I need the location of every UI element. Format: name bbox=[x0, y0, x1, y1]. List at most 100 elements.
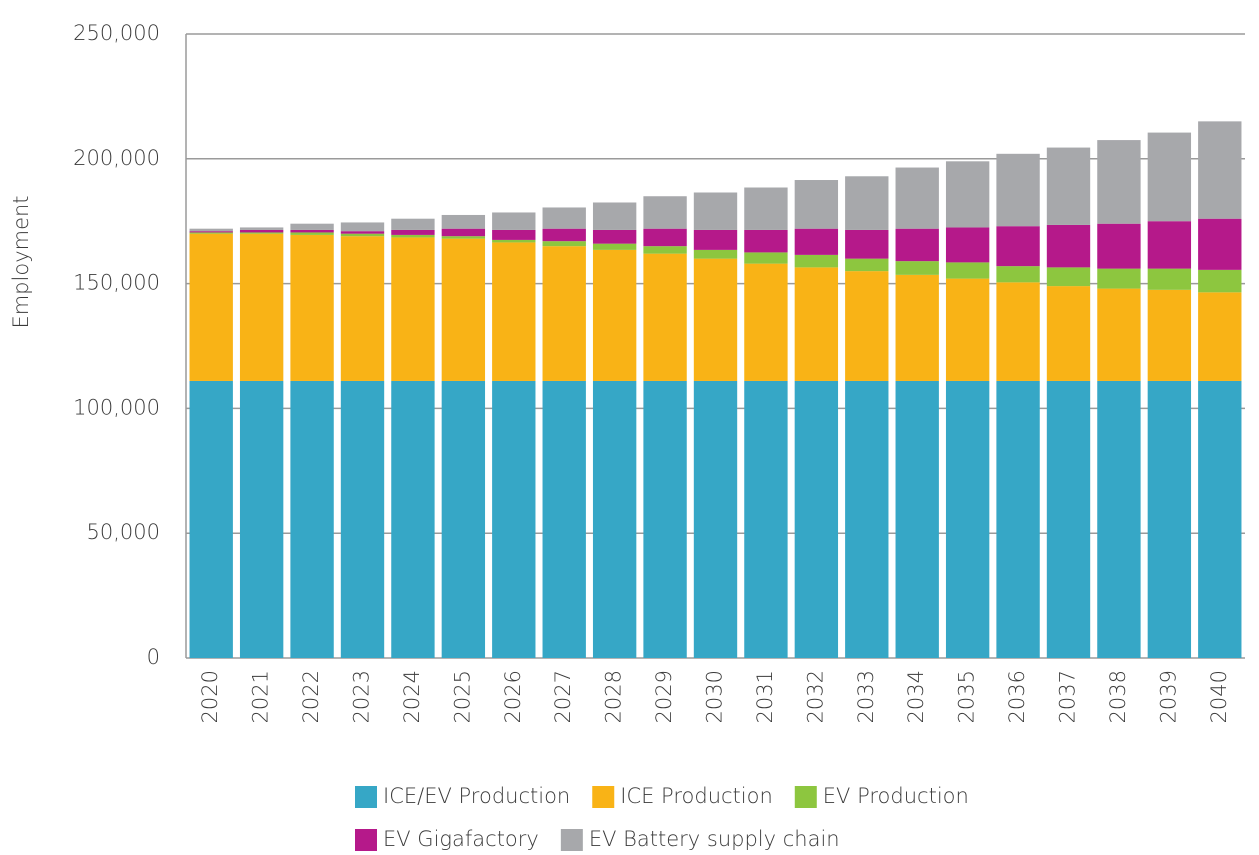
bar-segment bbox=[542, 241, 586, 247]
bar-segment bbox=[391, 234, 435, 238]
bar-segment bbox=[592, 380, 637, 658]
bar-segment bbox=[340, 380, 385, 658]
bar-segment bbox=[542, 228, 586, 242]
bar-segment bbox=[290, 229, 334, 233]
bar-segment bbox=[895, 274, 939, 381]
bar-segment bbox=[189, 231, 233, 233]
bar-segment bbox=[441, 236, 486, 239]
bar-segment bbox=[845, 380, 889, 658]
bar-segment bbox=[996, 266, 1040, 283]
bar-segment bbox=[340, 233, 385, 237]
x-tick-label: 2037 bbox=[1056, 670, 1080, 723]
bar-segment bbox=[592, 249, 637, 381]
legend-label: EV Battery supply chain bbox=[589, 827, 840, 851]
bar-segment bbox=[492, 239, 536, 243]
bar-segment bbox=[290, 234, 334, 381]
bar-segment bbox=[1097, 380, 1141, 658]
bar-segment bbox=[794, 228, 839, 255]
bar-segment bbox=[492, 242, 536, 381]
bar-segment bbox=[744, 229, 788, 253]
bar-segment bbox=[189, 232, 233, 234]
bar-segment bbox=[441, 228, 486, 237]
bar-segment bbox=[845, 229, 889, 259]
bar-segment bbox=[239, 233, 284, 381]
bar-segment bbox=[1198, 269, 1242, 293]
x-tick-label: 2024 bbox=[400, 670, 424, 723]
bar-segment bbox=[845, 176, 889, 230]
bar-segment bbox=[239, 380, 284, 658]
bar-segment bbox=[643, 380, 687, 658]
bar-segment bbox=[391, 229, 435, 235]
bar-segment bbox=[996, 226, 1040, 267]
bar-segment bbox=[391, 218, 435, 230]
bar-segment bbox=[1046, 147, 1091, 225]
legend-label: EV Production bbox=[823, 784, 969, 808]
bar-segment bbox=[189, 233, 233, 381]
bar-segment bbox=[1198, 292, 1242, 381]
bar-segment bbox=[239, 227, 284, 230]
y-tick-label: 50,000 bbox=[87, 520, 160, 544]
bar-segment bbox=[340, 236, 385, 381]
bar-segment bbox=[1147, 221, 1192, 269]
bar-segment bbox=[542, 207, 586, 229]
legend-swatch bbox=[592, 786, 615, 808]
x-tick-label: 2039 bbox=[1156, 670, 1180, 723]
legend-label: EV Gigafactory bbox=[383, 827, 539, 851]
bar-segment bbox=[290, 232, 334, 235]
bar-segment bbox=[1097, 288, 1141, 381]
bar-segment bbox=[239, 229, 284, 233]
bar-segment bbox=[542, 380, 586, 658]
x-tick-label: 2034 bbox=[904, 670, 928, 723]
bar-segment bbox=[492, 380, 536, 658]
bar-segment bbox=[744, 380, 788, 658]
bar-segment bbox=[391, 237, 435, 381]
bar-segment bbox=[492, 229, 536, 240]
bar-segment bbox=[290, 380, 334, 658]
y-tick-label: 150,000 bbox=[73, 271, 160, 295]
bar-segment bbox=[945, 380, 990, 658]
bar-segment bbox=[441, 380, 486, 658]
bar-segment bbox=[592, 243, 637, 250]
bar-segment bbox=[693, 380, 738, 658]
legend-label: ICE/EV Production bbox=[383, 784, 570, 808]
bar-segment bbox=[1046, 224, 1091, 268]
bar-segment bbox=[693, 249, 738, 259]
bar-segment bbox=[895, 167, 939, 229]
bar-segment bbox=[1097, 223, 1141, 269]
bar-segment bbox=[794, 180, 839, 229]
bar-segment bbox=[1198, 121, 1242, 219]
x-tick-label: 2033 bbox=[854, 670, 878, 723]
y-axis-label: Employment bbox=[9, 195, 33, 328]
bar-segment bbox=[693, 229, 738, 250]
x-tick-label: 2022 bbox=[299, 670, 323, 723]
bar-segment bbox=[441, 238, 486, 381]
bar-segment bbox=[1097, 268, 1141, 289]
x-tick-label: 2028 bbox=[602, 670, 626, 723]
bar-segment bbox=[340, 231, 385, 234]
bar-segment bbox=[643, 253, 687, 381]
bar-segment bbox=[794, 267, 839, 381]
bar-segment bbox=[340, 222, 385, 232]
bar-segment bbox=[290, 223, 334, 230]
x-tick-label: 2021 bbox=[249, 670, 273, 723]
bar-segment bbox=[996, 282, 1040, 381]
x-tick-label: 2032 bbox=[803, 670, 827, 723]
bar-segment bbox=[1046, 267, 1091, 287]
y-tick-label: 250,000 bbox=[73, 21, 160, 45]
bar-segment bbox=[1198, 380, 1242, 658]
bar-segment bbox=[996, 153, 1040, 227]
bar-segment bbox=[1046, 380, 1091, 658]
bar-segment bbox=[189, 380, 233, 658]
bar-segment bbox=[492, 212, 536, 230]
bar-segment bbox=[945, 262, 990, 279]
bar-segment bbox=[895, 261, 939, 275]
bar-segment bbox=[542, 246, 586, 381]
bar-segment bbox=[1097, 140, 1141, 224]
bar-segment bbox=[744, 187, 788, 230]
bar-segment bbox=[693, 258, 738, 381]
bar-segment bbox=[441, 214, 486, 229]
bar-segment bbox=[391, 380, 435, 658]
x-tick-label: 2035 bbox=[955, 670, 979, 723]
x-tick-label: 2031 bbox=[753, 670, 777, 723]
bar-segment bbox=[239, 232, 284, 234]
